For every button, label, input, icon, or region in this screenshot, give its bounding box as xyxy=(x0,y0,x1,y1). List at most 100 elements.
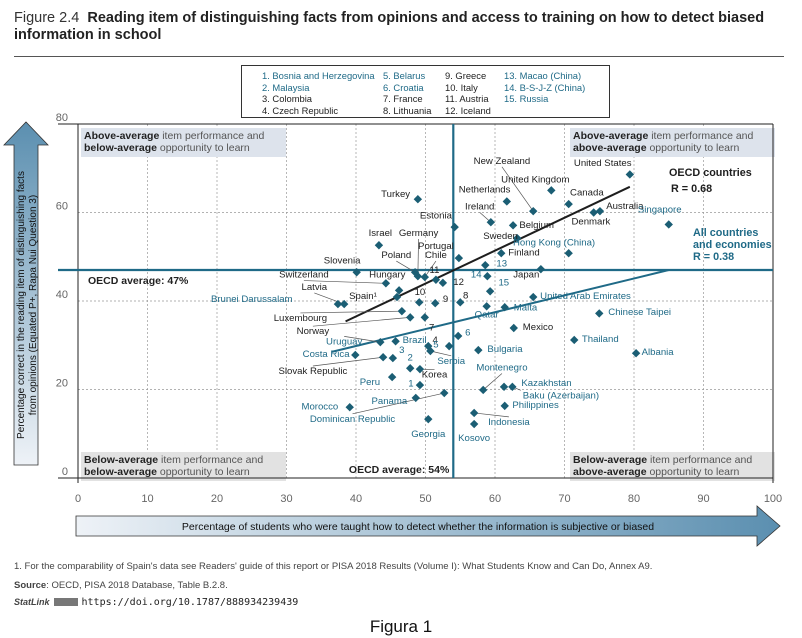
key-item: 6. Croatia xyxy=(383,81,424,93)
data-point xyxy=(415,298,424,307)
quadrant-label-bold: below-average xyxy=(84,466,157,478)
footnote: 1. For the comparability of Spain's data… xyxy=(14,561,653,572)
all-countries-r-label: R = 0.38 xyxy=(693,251,734,263)
data-point xyxy=(486,218,496,227)
data-point xyxy=(426,346,435,356)
quadrant-label-rest: opportunity to learn xyxy=(157,466,250,478)
key-item: 9. Greece xyxy=(445,70,487,81)
statlink-url[interactable]: https://doi.org/10.1787/888934239439 xyxy=(81,597,299,608)
point-label: Australia xyxy=(606,201,644,212)
point-label: 1 xyxy=(408,378,413,389)
key-item: 3. Colombia xyxy=(262,93,313,104)
point-label: Chile xyxy=(425,250,447,261)
data-point xyxy=(415,380,425,390)
point-label: Estonia xyxy=(420,211,453,222)
leader-line xyxy=(474,412,509,418)
point-label: 2 xyxy=(408,352,413,363)
leader-line xyxy=(417,238,419,277)
figure-number: Figure 2.4 xyxy=(14,10,80,26)
quadrant-label-bold: Above-average xyxy=(84,130,159,142)
data-point xyxy=(589,208,598,217)
trendlines xyxy=(331,185,669,353)
data-point xyxy=(529,206,538,216)
data-point xyxy=(351,350,360,360)
point-label: Belgium xyxy=(519,220,554,231)
key-item: 4. Czech Republic xyxy=(262,104,339,116)
data-point xyxy=(440,388,449,398)
point-label: Montenegro xyxy=(476,362,527,373)
leader-line xyxy=(482,373,503,391)
oecd-average-y-label: OECD average: 47% xyxy=(88,275,189,287)
statlink: StatLink https://doi.org/10.1787/88893423… xyxy=(14,597,298,608)
x-axis-arrow-shape xyxy=(75,505,781,547)
point-label: New Zealand xyxy=(474,156,531,167)
statlink-logo-icon xyxy=(53,598,78,607)
data-point xyxy=(469,419,479,429)
oecd-trendline xyxy=(345,185,631,323)
point-label: Poland xyxy=(381,250,411,261)
key-item: 10. Italy xyxy=(445,81,478,93)
point-label: 3 xyxy=(399,345,404,356)
point-label: Uruguay xyxy=(326,336,362,347)
leader-lines xyxy=(300,166,534,418)
point-label: Slovak Republic xyxy=(279,366,348,377)
quadrant-label-bottom-left: Below-average item performance andbelow-… xyxy=(81,452,286,481)
data-point xyxy=(413,195,423,204)
gridlines xyxy=(78,124,773,478)
data-point xyxy=(397,306,407,316)
x-tick-label: 20 xyxy=(211,493,223,505)
data-point xyxy=(469,408,479,418)
point-label: 14 xyxy=(471,270,482,281)
data-point xyxy=(431,299,440,308)
data-point xyxy=(424,414,433,424)
figure-title-text: Reading item of distinguishing facts fro… xyxy=(14,10,765,43)
point-label: Korea xyxy=(422,370,448,381)
quadrant-label-background xyxy=(81,452,286,481)
point-label: Panama xyxy=(371,396,407,407)
point-label: Denmark xyxy=(571,216,610,227)
y-tick-label: 0 xyxy=(62,466,68,478)
data-point xyxy=(387,372,397,382)
x-axis-title-arrow: Percentage of students who were taught h… xyxy=(75,505,781,547)
axis-titles: Percentage of students who were taught h… xyxy=(3,121,781,547)
key-item: 7. France xyxy=(383,93,423,104)
oecd-average-x-label: OECD average: 54% xyxy=(349,464,450,476)
key-item: 12. Iceland xyxy=(445,104,491,116)
key-column: 1. Bosnia and Herzegovina 2. Malaysia 3. C… xyxy=(262,70,375,116)
data-point xyxy=(508,382,517,392)
quadrant-label-bold: above-average xyxy=(573,142,647,154)
all-countries-label-line1: All countries xyxy=(693,227,758,239)
key-item: 11. Austria xyxy=(445,93,489,104)
data-point xyxy=(508,221,518,230)
key-item: 15. Russia xyxy=(504,93,549,104)
point-label: United Kingdom xyxy=(501,174,569,185)
point-label: Kazakhstan xyxy=(521,378,571,389)
point-label: Baku (Azerbaijan) xyxy=(523,390,599,401)
leader-line xyxy=(300,310,402,314)
point-label: United States xyxy=(574,158,632,169)
quadrant-label-bold: Below-average xyxy=(84,454,158,466)
point-label: Finland xyxy=(508,247,539,258)
figure-caption: Figura 1 xyxy=(369,617,433,636)
point-label: Portugal xyxy=(418,241,454,252)
data-point xyxy=(415,364,425,374)
key-item: 5. Belarus xyxy=(383,70,426,81)
quadrant-label-rest: opportunity to learn xyxy=(647,142,740,154)
oecd-r-label: R = 0.68 xyxy=(671,183,712,195)
y-tick-label: 40 xyxy=(56,289,68,301)
x-axis-title: Percentage of students who were taught h… xyxy=(182,521,654,533)
quadrant-label-line: above-average opportunity to learn xyxy=(573,466,740,478)
key-item: 8. Lithuania xyxy=(383,104,432,116)
data-point xyxy=(456,298,465,307)
source-label: Source xyxy=(14,580,47,591)
data-point xyxy=(391,337,400,346)
x-tick-label: 0 xyxy=(75,493,81,505)
point-label: Philippines xyxy=(512,400,559,411)
data-point xyxy=(483,272,492,281)
leader-line xyxy=(501,166,534,212)
data-point xyxy=(500,302,509,312)
point-label: Luxembourg xyxy=(274,313,327,324)
point-label: 7 xyxy=(429,323,434,334)
point-label: Brunei Darussalam xyxy=(211,294,293,305)
quadrant-label-line: below-average opportunity to learn xyxy=(84,142,250,154)
